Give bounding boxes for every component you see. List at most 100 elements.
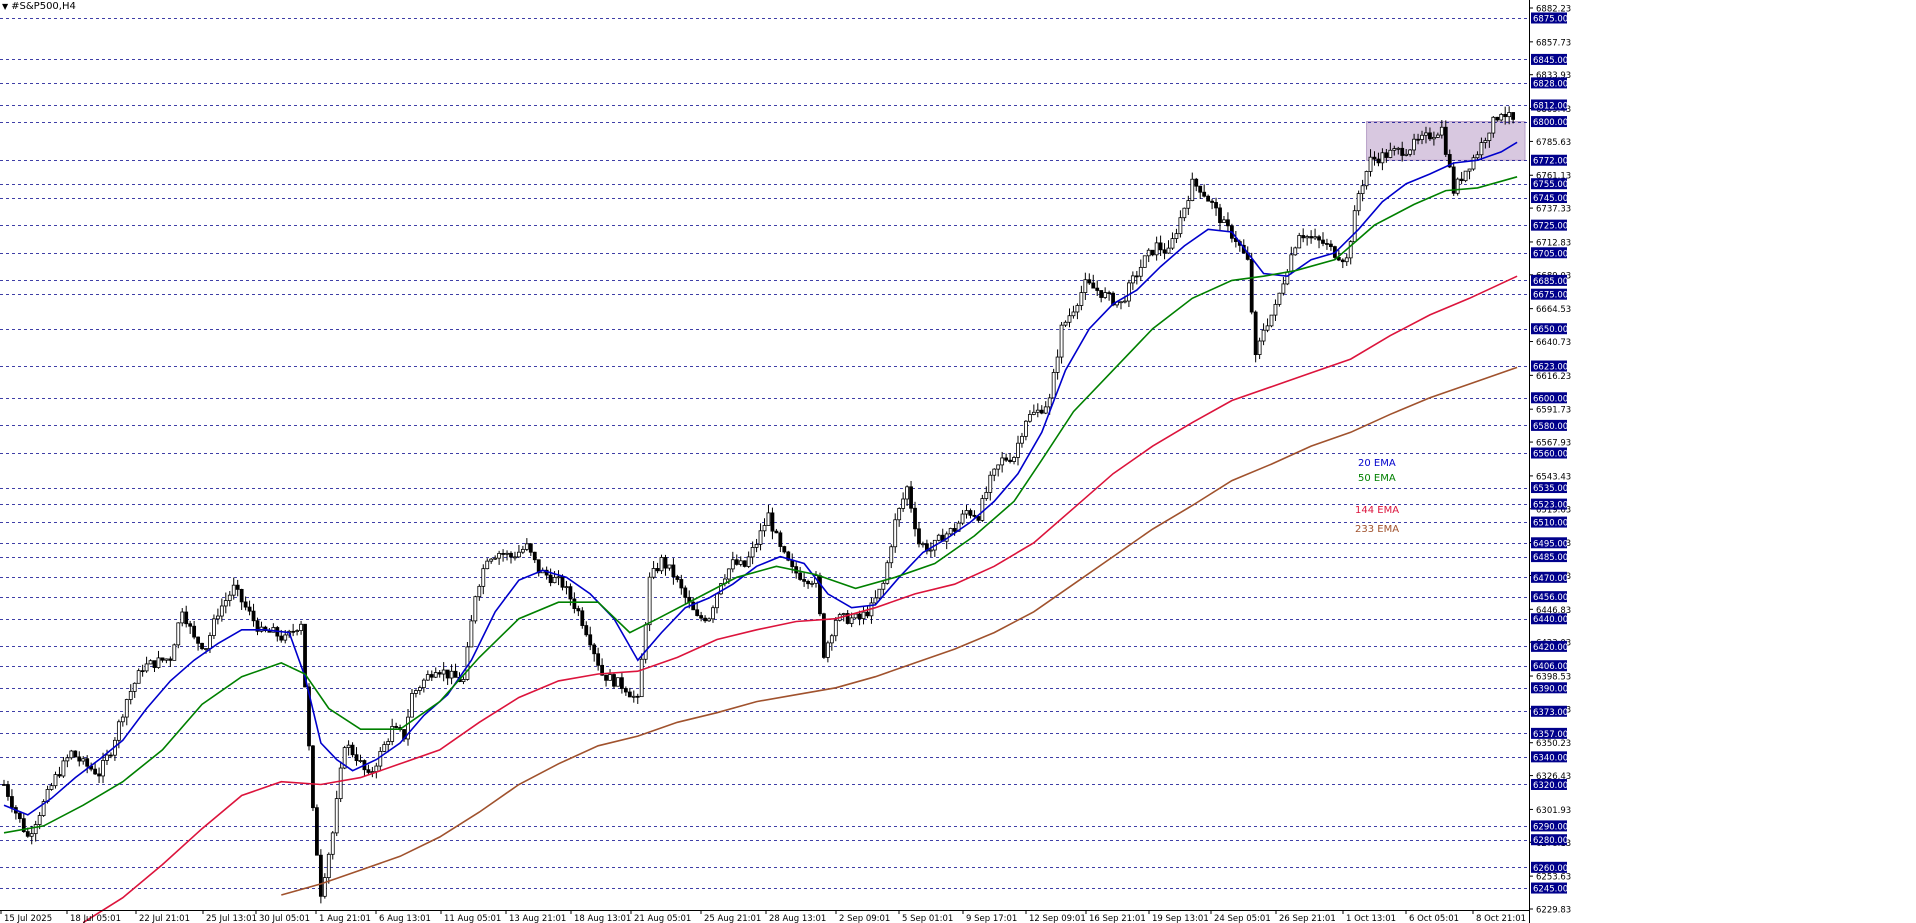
candle-body bbox=[1289, 254, 1294, 273]
level-badge bbox=[1531, 751, 1567, 763]
candle-body bbox=[227, 594, 232, 601]
candle-body bbox=[1035, 409, 1040, 413]
candle-body bbox=[730, 559, 735, 570]
candle-body bbox=[1253, 311, 1258, 356]
candle-body bbox=[857, 613, 862, 620]
x-tick-label: 16 Sep 21:01 bbox=[1089, 914, 1146, 923]
y-tick-label: 6833.93 bbox=[1536, 71, 1571, 81]
candle-body bbox=[378, 751, 383, 767]
candle-body bbox=[204, 648, 208, 650]
candle-body bbox=[1130, 275, 1135, 284]
candle-body bbox=[93, 768, 98, 775]
candle-body bbox=[1340, 259, 1345, 263]
candle-body bbox=[334, 798, 339, 834]
candle-body bbox=[600, 664, 605, 676]
level-badge-label: 6685.00 bbox=[1533, 277, 1568, 287]
candle-body bbox=[853, 613, 858, 619]
candle-body bbox=[1507, 112, 1512, 118]
level-lines bbox=[0, 18, 1529, 889]
candle-body bbox=[1079, 292, 1084, 306]
candle-body bbox=[1416, 138, 1420, 141]
level-badge-label: 6280.00 bbox=[1533, 836, 1568, 846]
candle-body bbox=[1396, 147, 1401, 150]
candle-body bbox=[1360, 185, 1365, 195]
candle-body bbox=[711, 607, 715, 620]
candle-body bbox=[1439, 126, 1444, 136]
level-badge-label: 6390.00 bbox=[1533, 684, 1568, 694]
y-tick-label: 6664.53 bbox=[1536, 305, 1571, 315]
candle-body bbox=[651, 568, 656, 578]
candle-body bbox=[845, 613, 850, 624]
candle-body bbox=[132, 682, 137, 692]
candle-body bbox=[1321, 239, 1325, 244]
candle-body bbox=[73, 750, 78, 758]
level-badge-label: 6772.00 bbox=[1533, 157, 1568, 167]
x-tick-label: 11 Aug 05:01 bbox=[444, 914, 501, 923]
candle-body bbox=[734, 559, 739, 565]
candle-body bbox=[1412, 138, 1416, 151]
time-axis[interactable]: 15 Jul 2025 18 Jul 05:01 22 Jul 21:01 25 Ju… bbox=[0, 910, 1529, 923]
triangle-down-icon[interactable]: ▼ bbox=[2, 2, 9, 11]
candle-body bbox=[1059, 324, 1064, 358]
legend-ema233: 233 EMA bbox=[1355, 524, 1399, 535]
candle-body bbox=[849, 617, 854, 624]
level-badge bbox=[1531, 154, 1567, 166]
level-badge bbox=[1531, 274, 1567, 286]
candle-body bbox=[1392, 148, 1397, 151]
ema-line-50-ema bbox=[3, 176, 1518, 834]
candle-body bbox=[528, 543, 533, 553]
candle-body bbox=[1186, 200, 1191, 209]
candle-body bbox=[1329, 243, 1333, 248]
symbol-title: ▼ #S&P500,H4 bbox=[2, 1, 76, 12]
candle-body bbox=[948, 528, 953, 535]
candle-body bbox=[1099, 290, 1104, 298]
candle-body bbox=[1380, 152, 1385, 164]
level-badge bbox=[1531, 392, 1567, 404]
candle-body bbox=[1194, 178, 1199, 187]
level-badge bbox=[1531, 640, 1567, 652]
level-badge-label: 6580.00 bbox=[1533, 422, 1568, 432]
price-axis[interactable]: 6882.236857.736833.936809.436785.636761.… bbox=[1529, 0, 1571, 923]
candle-body bbox=[1020, 435, 1024, 444]
candle-body bbox=[917, 528, 921, 545]
candle-body bbox=[1313, 236, 1317, 239]
candle-body bbox=[1431, 136, 1436, 140]
legend-ema50: 50 EMA bbox=[1358, 473, 1396, 484]
candle-body bbox=[176, 622, 181, 646]
candle-body bbox=[841, 613, 846, 616]
candle-body bbox=[1471, 157, 1476, 170]
candle-body bbox=[410, 693, 414, 718]
candle-body bbox=[1027, 414, 1032, 422]
level-badge-label: 6357.00 bbox=[1533, 730, 1568, 740]
candle-body bbox=[1146, 249, 1151, 257]
candle-body bbox=[489, 558, 494, 562]
candle-body bbox=[1043, 406, 1048, 414]
level-badge bbox=[1531, 53, 1567, 65]
candle-body bbox=[1210, 200, 1214, 203]
level-badge-label: 6650.00 bbox=[1533, 325, 1568, 335]
candle-body bbox=[291, 630, 296, 633]
level-badge-label: 6290.00 bbox=[1533, 822, 1568, 832]
candle-body bbox=[295, 630, 300, 632]
candle-body bbox=[322, 877, 327, 897]
candle-body bbox=[750, 547, 755, 558]
candle-body bbox=[212, 618, 216, 636]
candle-body bbox=[822, 613, 826, 658]
candle-body bbox=[1158, 242, 1163, 251]
x-tick-label: 6 Aug 13:01 bbox=[379, 914, 431, 923]
candle-body bbox=[1368, 156, 1373, 172]
candle-body bbox=[699, 615, 704, 619]
candle-body bbox=[382, 744, 387, 752]
candle-body bbox=[116, 721, 121, 741]
candle-body bbox=[1008, 459, 1012, 462]
candle-body bbox=[1364, 171, 1369, 187]
candle-body bbox=[1138, 266, 1143, 277]
candle-body bbox=[679, 579, 684, 589]
level-badge-label: 6245.00 bbox=[1533, 885, 1568, 895]
x-tick-label: 30 Jul 05:01 bbox=[259, 914, 310, 923]
candle-body bbox=[1408, 149, 1413, 155]
candle-body bbox=[655, 568, 660, 572]
candle-body bbox=[1483, 140, 1488, 143]
candle-body bbox=[1127, 282, 1131, 302]
